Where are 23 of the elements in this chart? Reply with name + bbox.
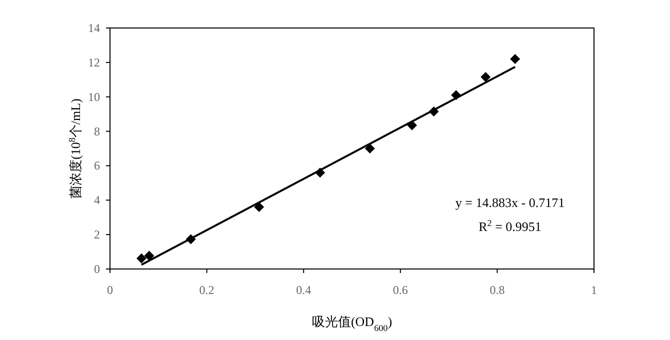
x-tick-label: 0	[107, 283, 113, 297]
point	[254, 202, 264, 212]
point	[480, 72, 491, 82]
point	[364, 144, 375, 154]
y-tick-label: 10	[88, 90, 100, 104]
annotation: y = 14.883x - 0.7171	[455, 195, 565, 210]
x-tick-label: 0.4	[296, 283, 312, 297]
point	[510, 54, 520, 64]
x-tick-label: 0.8	[490, 283, 505, 297]
x-tick-label: 1	[591, 283, 597, 297]
y-tick-label: 4	[94, 193, 100, 208]
x-tick-label: 0.2	[199, 283, 214, 297]
x-axis-title: 吸光值(OD$_{600}$)	[312, 314, 392, 333]
y-tick-label: 0	[94, 262, 100, 276]
y-tick-label: 2	[94, 228, 100, 242]
annotation: R$^{2}$ = 0.9951	[478, 218, 542, 234]
x-tick-label: 0.6	[392, 283, 408, 297]
y-tick-label: 8	[94, 124, 100, 138]
point	[136, 253, 146, 264]
y-tick-label: 12	[88, 55, 100, 70]
y-tick-label: 6	[94, 158, 100, 173]
point	[144, 250, 154, 261]
y-tick-label: 14	[88, 21, 100, 35]
